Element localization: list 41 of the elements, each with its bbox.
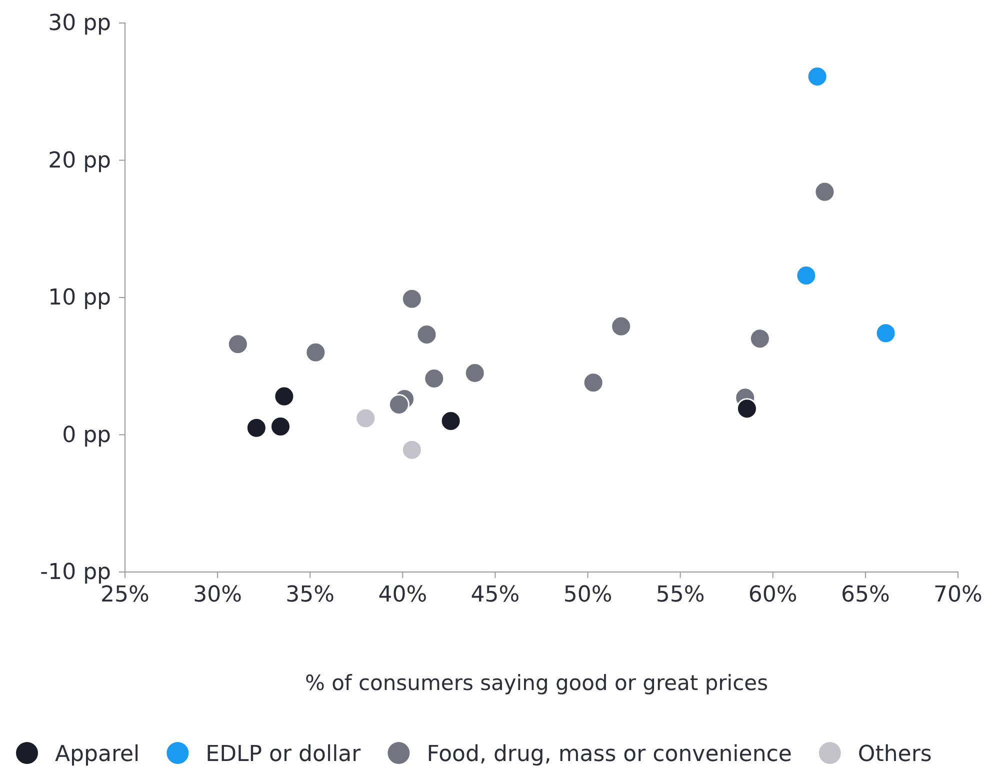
x-tick-label: 50% xyxy=(563,582,612,608)
legend-label: Apparel xyxy=(55,742,140,767)
point xyxy=(464,362,486,384)
point xyxy=(582,372,604,394)
point xyxy=(270,416,292,438)
y-tick-label: 10 pp xyxy=(48,286,111,311)
legend-label: Others xyxy=(858,742,932,767)
point xyxy=(806,66,828,88)
point xyxy=(424,368,445,389)
legend-label: Food, drug, mass or convenience xyxy=(426,742,792,767)
y-tick-label: 0 pp xyxy=(62,422,111,448)
x-axis-title: % of consumers saying good or great prices xyxy=(304,671,768,695)
point xyxy=(736,398,758,420)
legend-label: EDLP or dollar xyxy=(206,742,362,767)
x-tick-label: 30% xyxy=(193,582,242,608)
x-tick-label: 70% xyxy=(934,582,982,608)
point xyxy=(440,410,462,432)
x-tick-label: 60% xyxy=(748,582,798,608)
point xyxy=(416,324,438,346)
point xyxy=(796,265,817,286)
point xyxy=(246,417,267,438)
point xyxy=(355,408,376,429)
point xyxy=(749,328,770,350)
point xyxy=(227,334,248,355)
point xyxy=(305,342,326,363)
point xyxy=(875,322,896,344)
x-tick-label: 65% xyxy=(840,582,890,608)
point xyxy=(401,288,422,310)
point xyxy=(814,181,836,202)
point xyxy=(388,394,410,416)
y-tick-label: 30 pp xyxy=(48,11,111,36)
x-tick-label: 40% xyxy=(378,582,428,608)
point xyxy=(274,386,295,407)
point xyxy=(610,316,632,337)
x-tick-label: 25% xyxy=(100,582,150,608)
point xyxy=(401,439,422,460)
x-tick-label: 55% xyxy=(656,582,705,608)
y-tick-label: 20 pp xyxy=(48,148,111,174)
x-tick-label: 35% xyxy=(286,582,335,608)
y-tick-label: -10 pp xyxy=(40,560,111,586)
x-tick-label: 45% xyxy=(470,582,520,608)
